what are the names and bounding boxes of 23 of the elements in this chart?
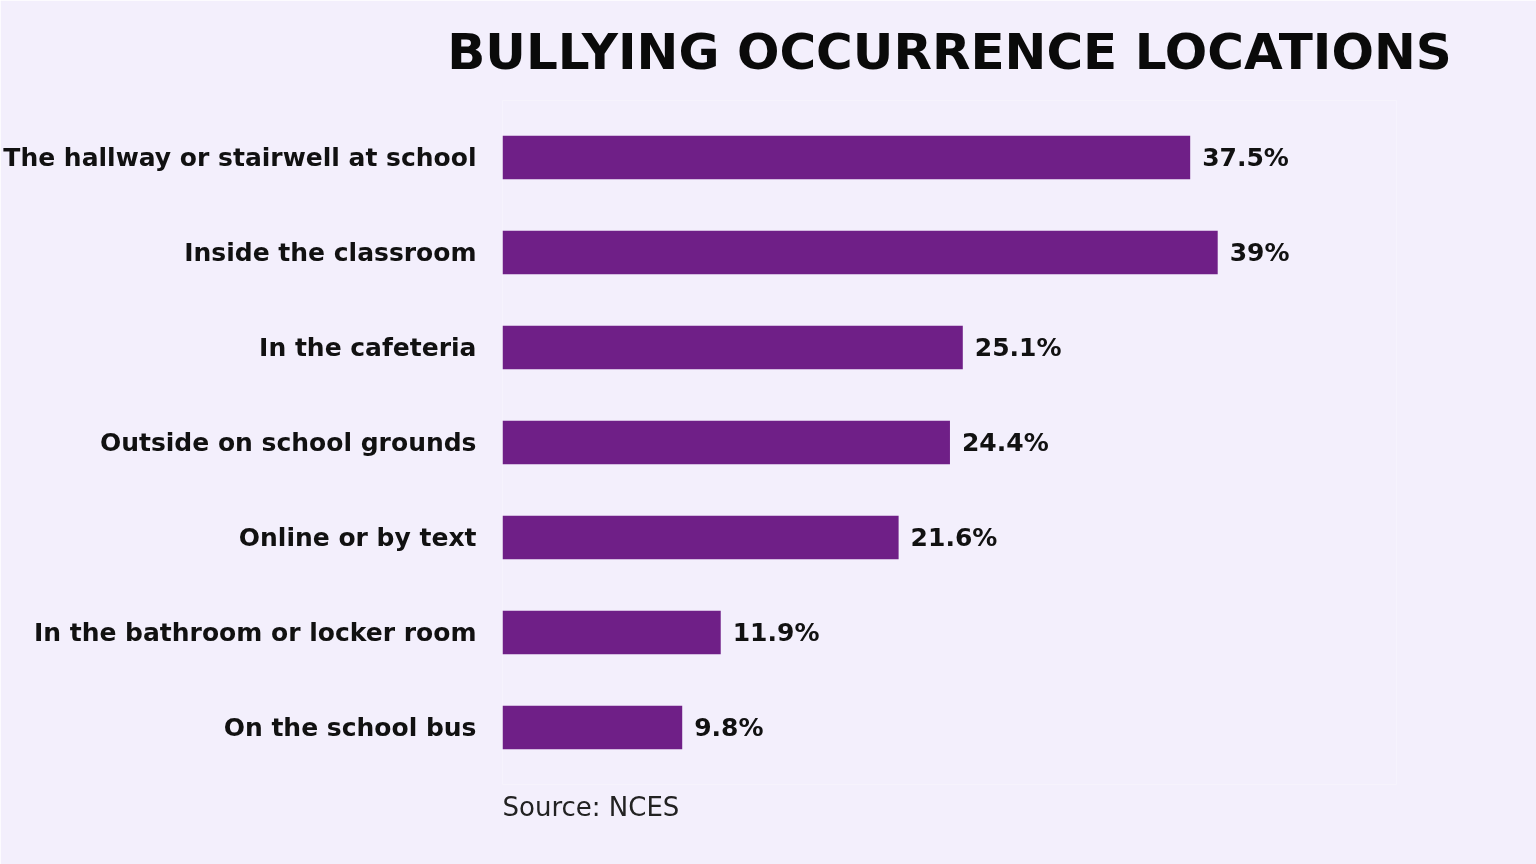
- bar: [502, 705, 683, 750]
- bar: [502, 135, 1191, 180]
- bar: [502, 230, 1218, 275]
- y-tick-label: In the cafeteria: [259, 333, 477, 362]
- chart-title: BULLYING OCCURRENCE LOCATIONS: [447, 22, 1452, 81]
- bar: [502, 610, 721, 655]
- data-label: 37.5%: [1202, 143, 1289, 172]
- y-tick-label: Outside on school grounds: [99, 428, 477, 457]
- bar: [502, 515, 899, 560]
- source-note: Source: NCES: [502, 791, 680, 822]
- data-label: 21.6%: [910, 523, 998, 552]
- y-tick-label: The hallway or stairwell at school: [3, 143, 477, 172]
- data-label: 25.1%: [974, 333, 1062, 362]
- data-label: 24.4%: [961, 428, 1049, 457]
- y-tick-label: Online or by text: [238, 523, 477, 552]
- data-label: 39%: [1229, 238, 1290, 267]
- y-tick-label: Inside the classroom: [184, 238, 477, 267]
- y-tick-label: In the bathroom or locker room: [33, 618, 477, 647]
- data-label: 9.8%: [694, 713, 764, 742]
- data-label: 11.9%: [732, 618, 820, 647]
- y-tick-label: On the school bus: [223, 713, 477, 742]
- bar: [502, 420, 950, 465]
- bar: [502, 325, 963, 370]
